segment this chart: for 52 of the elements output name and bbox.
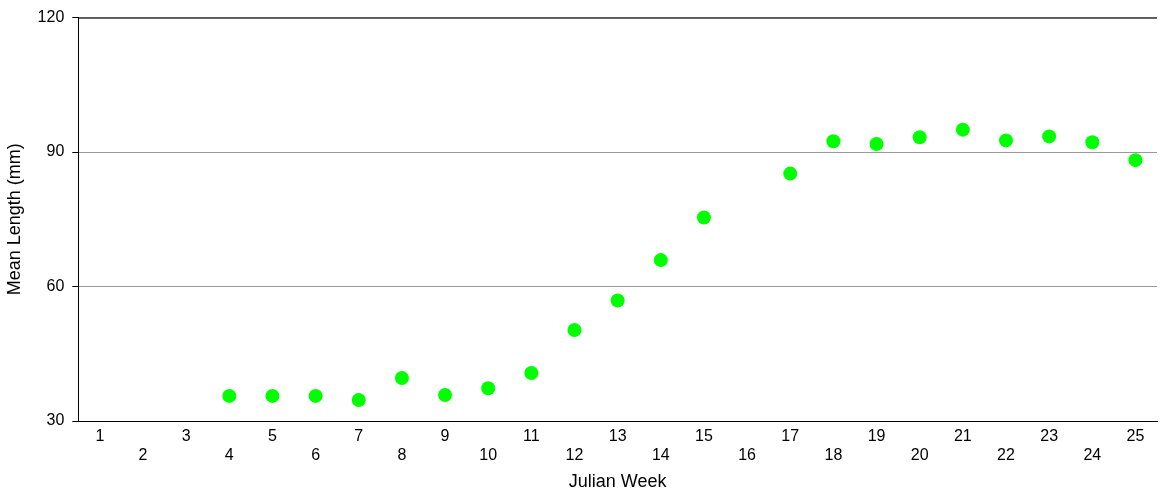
point — [783, 166, 798, 181]
x-tick-label: 9 — [440, 427, 450, 445]
x-tick-label: 19 — [867, 427, 886, 445]
point — [1128, 153, 1143, 168]
point — [998, 133, 1013, 148]
x-tick-label: 4 — [224, 446, 234, 464]
x-tick-label: 25 — [1126, 427, 1145, 445]
x-tick-label: 12 — [565, 446, 584, 464]
y-axis-title: Mean Length (mm) — [3, 143, 24, 296]
point — [524, 366, 539, 381]
point — [308, 388, 323, 403]
y-tick-label: 60 — [46, 276, 65, 294]
x-tick-label: 11 — [523, 427, 540, 445]
point — [912, 130, 927, 145]
point — [869, 137, 884, 151]
x-axis-title: Julian Week — [568, 471, 668, 492]
y-tick-label: 90 — [46, 142, 65, 160]
x-tick-label: 18 — [824, 446, 843, 464]
point — [394, 370, 409, 385]
x-tick-label: 13 — [608, 427, 627, 445]
point — [826, 134, 841, 149]
point — [610, 293, 625, 308]
y-tick-label: 120 — [37, 8, 65, 26]
x-tick-label: 21 — [953, 427, 972, 445]
x-tick-label: 1 — [95, 427, 105, 445]
point — [438, 388, 453, 402]
point — [481, 381, 496, 396]
x-tick-label: 6 — [311, 446, 321, 464]
point — [265, 388, 280, 403]
point — [696, 210, 711, 225]
x-tick-label: 17 — [781, 427, 800, 445]
point — [955, 122, 970, 137]
y-tick-label: 30 — [46, 411, 65, 429]
x-tick-label: 20 — [910, 446, 929, 464]
point — [351, 392, 366, 407]
x-tick-label: 24 — [1083, 446, 1102, 464]
x-tick-label: 8 — [397, 446, 407, 464]
point — [1085, 135, 1100, 150]
x-tick-label: 10 — [479, 446, 498, 464]
x-tick-label: 23 — [1040, 427, 1059, 445]
x-tick-label: 7 — [354, 427, 364, 445]
point — [653, 253, 668, 268]
x-tick-label: 14 — [651, 446, 670, 464]
x-tick-label: 3 — [181, 427, 191, 445]
x-tick-label: 2 — [138, 446, 148, 464]
x-tick-label: 16 — [738, 446, 757, 464]
x-tick-label: 5 — [268, 427, 278, 445]
point — [1042, 129, 1057, 144]
point — [222, 388, 237, 403]
x-tick-label: 15 — [695, 427, 713, 445]
x-tick-label: 22 — [997, 446, 1015, 464]
point — [567, 323, 582, 338]
